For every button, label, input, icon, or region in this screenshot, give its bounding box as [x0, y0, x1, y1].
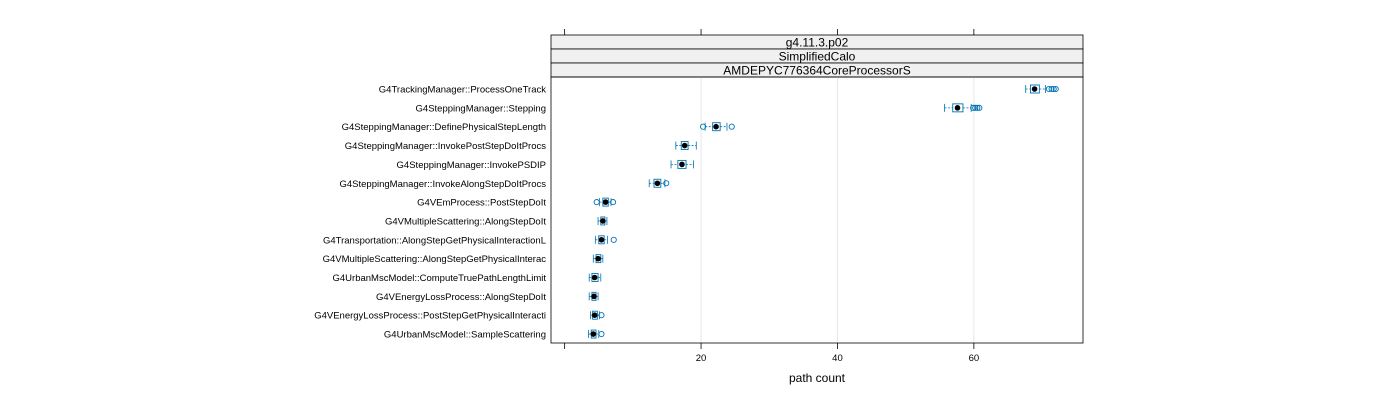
category-label: G4TrackingManager::ProcessOneTrack [379, 85, 546, 96]
category-label: G4VEnergyLossProcess::PostStepGetPhysica… [314, 311, 546, 322]
category-label: G4SteppingManager::Stepping [416, 103, 546, 114]
box-8 [597, 216, 608, 226]
strip-1-label: g4.11.3.p02 [786, 36, 849, 50]
box-iqr [1030, 84, 1040, 94]
category-label: G4UrbanMscModel::ComputeTruePathLengthLi… [333, 273, 547, 284]
outlier-point [598, 330, 605, 338]
box-7 [593, 197, 617, 207]
median-dot [591, 312, 598, 319]
outlier-point [1050, 85, 1057, 93]
box-10 [592, 254, 604, 264]
x-tick-label: 60 [969, 353, 980, 364]
x-tick-label: 20 [696, 353, 707, 364]
median-dot [600, 218, 606, 224]
grid-lines [700, 77, 975, 343]
x-axis-title: path count [789, 371, 846, 385]
outlier-point [728, 123, 735, 130]
outlier-point [1048, 85, 1055, 93]
category-label: G4SteppingManager::DefinePhysicalStepLen… [342, 122, 546, 133]
median-dot [595, 255, 601, 262]
category-label: G4VMultipleScattering::AlongStepDoIt [385, 216, 546, 227]
median-dot [602, 199, 609, 205]
median-dot [598, 237, 605, 243]
category-label: G4VEmProcess::PostStepDoIt [417, 198, 546, 209]
median-dot [954, 105, 961, 111]
box-3 [700, 122, 735, 132]
median-dot [591, 274, 598, 281]
category-label: G4UrbanMscModel::SampleScattering [384, 330, 546, 341]
strip-2-label: SimplifiedCalo [779, 50, 856, 64]
box-iqr [680, 141, 689, 151]
category-label: G4SteppingManager::InvokePostStepDoItPro… [345, 141, 546, 152]
median-dot [713, 123, 719, 130]
box-iqr [952, 103, 964, 113]
outlier-point [593, 199, 600, 206]
box-13 [590, 310, 605, 320]
box-series [588, 84, 1059, 339]
box-1 [1025, 84, 1059, 94]
category-label: G4SteppingManager::InvokeAlongStepDoItPr… [340, 179, 547, 190]
box-4 [675, 141, 697, 151]
box-12 [588, 291, 599, 301]
category-label: G4VEnergyLossProcess::AlongStepDoIt [376, 292, 546, 303]
outlier-point [972, 104, 979, 111]
box-iqr [677, 159, 687, 169]
category-labels: G4TrackingManager::ProcessOneTrackG4Step… [314, 85, 546, 341]
box-iqr [712, 122, 721, 132]
strip-3-label: AMDEPYC776364CoreProcessorS [723, 64, 910, 78]
box-11 [588, 273, 602, 282]
box-iqr [653, 178, 662, 188]
median-dot [654, 180, 661, 187]
outlier-point [976, 104, 983, 111]
category-label: G4Transportation::AlongStepGetPhysicalIn… [323, 235, 546, 246]
panel-frame [550, 76, 1084, 344]
category-label: G4SteppingManager::InvokePSDIP [397, 160, 546, 171]
box-5 [670, 159, 694, 169]
outlier-point [610, 199, 617, 206]
category-label: G4VMultipleScattering::AlongStepGetPhysi… [323, 254, 547, 265]
median-dot [1031, 86, 1038, 92]
bottom-axis-ticks: 20 40 60 [564, 343, 980, 364]
outlier-point [663, 180, 670, 187]
median-dot [681, 142, 688, 149]
box-14 [588, 329, 605, 339]
median-dot [679, 161, 685, 168]
box-6 [648, 178, 670, 188]
box-2 [944, 103, 983, 113]
box-9 [594, 235, 617, 245]
median-dot [591, 293, 597, 300]
x-tick-label: 40 [832, 353, 843, 364]
outlier-point [1052, 85, 1059, 93]
median-dot [590, 331, 597, 337]
outlier-point [700, 123, 707, 130]
outlier-point [610, 236, 617, 243]
strip-panel: g4.11.3.p02 SimplifiedCalo AMDEPYC776364… [550, 34, 1084, 78]
outlier-point [974, 104, 981, 111]
outlier-point [598, 312, 605, 319]
outlier-point [970, 104, 977, 111]
top-axis-ticks [564, 29, 975, 35]
